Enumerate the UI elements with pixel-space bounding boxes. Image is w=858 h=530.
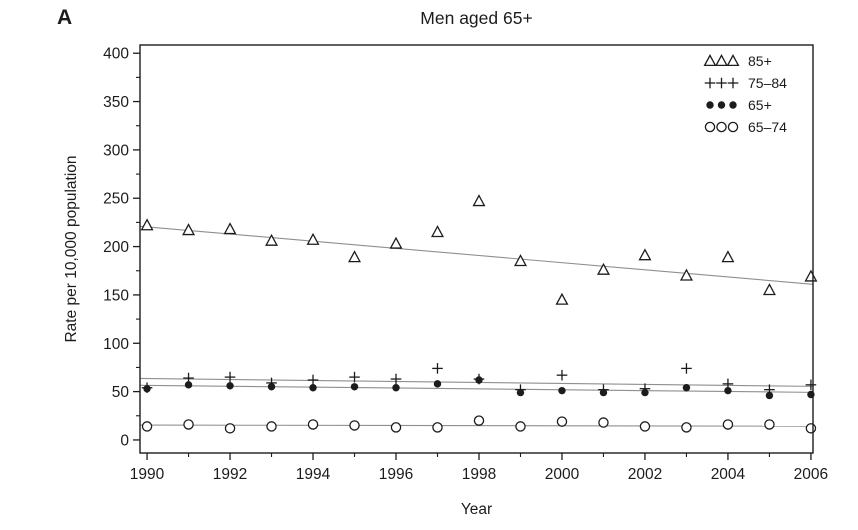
data-point-open-circle <box>432 422 443 433</box>
data-point-open-triangle <box>804 269 818 282</box>
x-tick-label: 1998 <box>462 466 496 483</box>
data-point-filled-circle <box>433 380 442 388</box>
y-axis-title: Rate per 10,000 population <box>63 155 80 343</box>
data-point-filled-circle <box>682 384 691 392</box>
data-point-open-triangle <box>223 222 237 235</box>
x-tick-label: 2002 <box>628 466 662 483</box>
data-point-open-triangle <box>596 262 610 275</box>
y-tick-label: 200 <box>103 239 129 256</box>
data-point-filled-circle <box>765 391 774 400</box>
data-point-filled-circle <box>350 383 359 391</box>
x-tick-label: 1996 <box>379 466 413 483</box>
data-point-open-circle <box>390 422 402 433</box>
data-point-open-triangle <box>721 250 735 263</box>
data-point-filled-circle <box>558 386 566 395</box>
data-point-open-circle <box>183 419 194 430</box>
data-point-filled-circle <box>724 386 732 395</box>
panel-label: A <box>57 6 73 29</box>
data-point-filled-circle <box>309 384 317 392</box>
data-point-open-circle <box>307 419 319 430</box>
data-point-open-circle <box>556 416 568 427</box>
data-point-open-triangle <box>182 223 196 236</box>
y-tick-label: 250 <box>103 191 129 208</box>
x-axis-title: Year <box>460 501 493 518</box>
y-tick-label: 150 <box>103 287 129 304</box>
plot-frame <box>139 44 814 454</box>
x-tick-label: 2004 <box>711 466 746 483</box>
x-tick-label: 2000 <box>545 466 580 483</box>
y-tick-label: 350 <box>103 94 129 111</box>
data-point-open-circle <box>141 421 153 432</box>
legend-marker-open-circle <box>716 121 727 133</box>
data-point-open-triangle <box>431 225 444 238</box>
data-point-open-triangle <box>389 236 403 249</box>
data-point-open-triangle <box>348 250 362 263</box>
y-tick-label: 100 <box>103 336 129 353</box>
legend-marker-filled-circle <box>706 101 714 109</box>
data-point-open-triangle <box>762 283 776 296</box>
legend-label: 85+ <box>748 53 772 69</box>
data-point-open-triangle <box>306 232 320 245</box>
legend-marker-open-circle <box>727 121 739 133</box>
legend-label: 65–74 <box>748 119 787 135</box>
data-point-open-circle <box>515 421 526 432</box>
trend-line-open-triangle <box>139 225 814 285</box>
trend-line-filled-circle <box>139 384 814 393</box>
legend-marker-open-triangle <box>703 54 717 67</box>
data-point-filled-circle <box>392 384 400 392</box>
data-point-open-circle <box>681 422 692 433</box>
data-point-open-circle <box>598 417 609 428</box>
data-point-open-circle <box>764 419 775 430</box>
data-point-open-circle <box>639 421 651 432</box>
x-tick-label: 1992 <box>213 466 247 483</box>
x-tick-label: 1990 <box>130 466 165 483</box>
y-tick-label: 400 <box>103 46 129 63</box>
x-tick-label: 2006 <box>794 466 828 483</box>
legend-marker-open-triangle <box>726 54 740 67</box>
data-point-open-circle <box>224 423 236 434</box>
legend-marker-filled-circle <box>717 101 726 109</box>
y-tick-label: 0 <box>120 432 129 449</box>
legend-marker-open-triangle <box>715 54 728 67</box>
legend-marker-open-circle <box>704 121 716 133</box>
y-tick-label: 50 <box>112 384 130 401</box>
data-point-open-circle <box>805 423 817 434</box>
chart-title: Men aged 65+ <box>420 8 533 28</box>
x-tick-label: 1994 <box>296 466 331 483</box>
data-point-open-triangle <box>513 254 527 267</box>
data-point-open-circle <box>473 415 485 426</box>
y-tick-label: 300 <box>103 142 129 159</box>
data-point-open-triangle <box>679 268 693 281</box>
data-point-filled-circle <box>184 381 193 389</box>
data-point-open-triangle <box>265 233 279 246</box>
data-point-open-triangle <box>638 248 652 261</box>
data-point-filled-circle <box>226 382 234 390</box>
trend-line-open-circle <box>139 424 814 427</box>
legend-marker-filled-circle <box>729 101 737 109</box>
data-point-open-triangle <box>555 292 569 305</box>
data-point-open-triangle <box>472 194 486 207</box>
legend-label: 75–84 <box>748 75 787 91</box>
data-point-open-circle <box>266 421 277 432</box>
data-point-open-circle <box>722 419 734 430</box>
legend-label: 65+ <box>748 97 772 113</box>
data-point-open-circle <box>349 420 360 431</box>
data-point-open-triangle <box>140 218 154 231</box>
